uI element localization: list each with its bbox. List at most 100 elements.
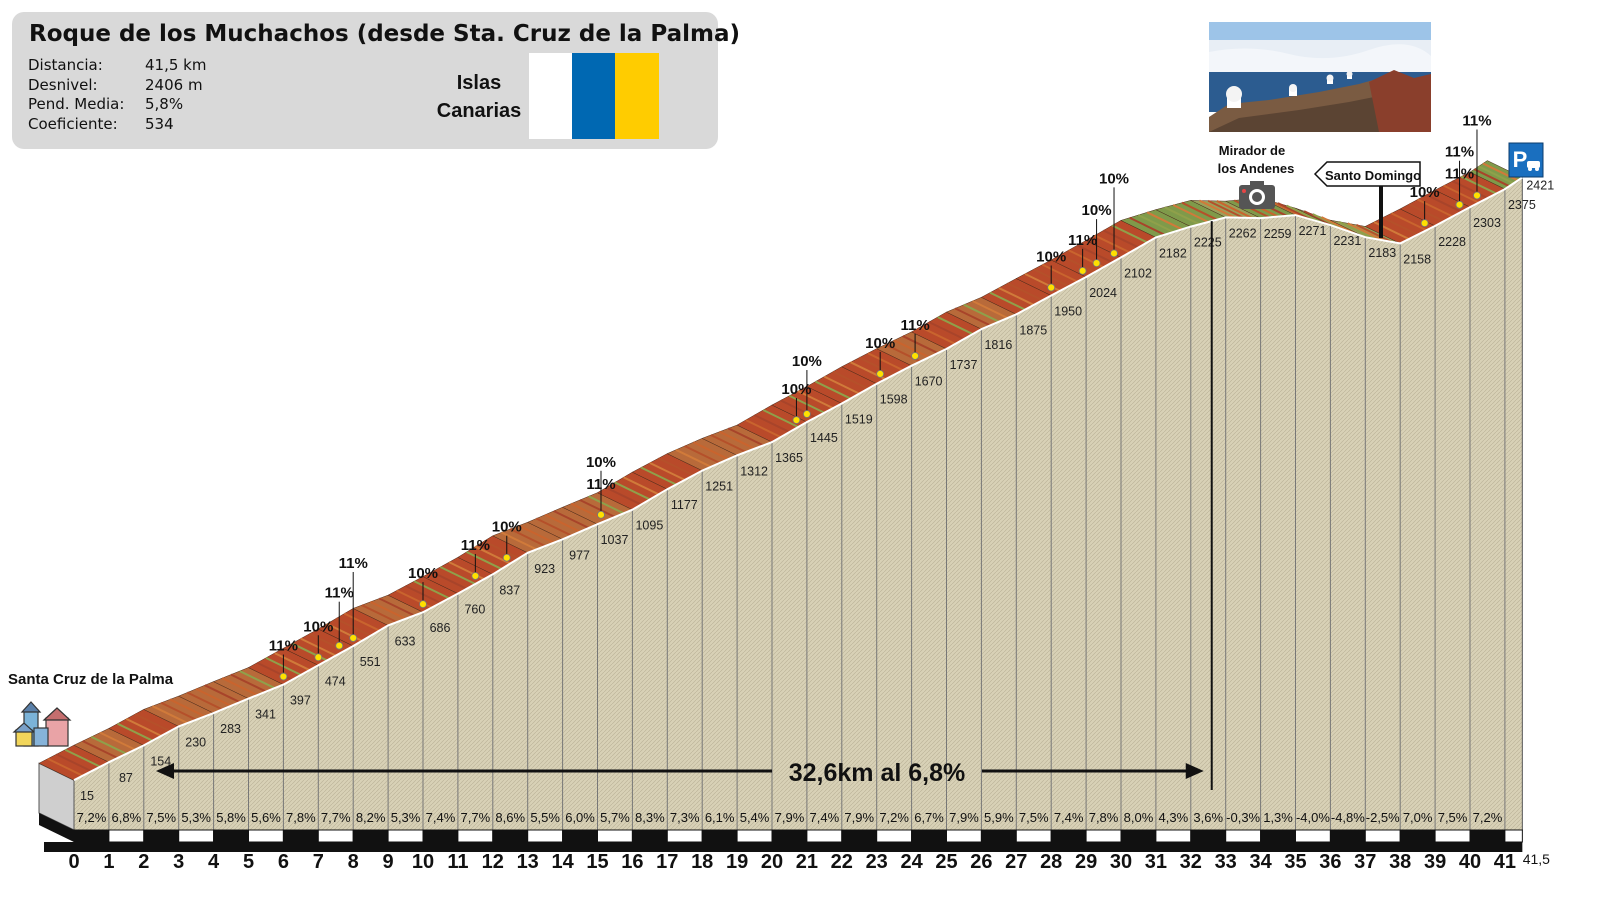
gradient-label: 5,3%: [391, 810, 421, 825]
steep-marker-dot: [1473, 191, 1481, 200]
altitude-label: 1312: [740, 464, 768, 478]
x-tick-label: 37: [1354, 851, 1376, 873]
viewpoint-label: los Andenes: [1218, 161, 1295, 176]
ramp-stripe: [518, 524, 555, 544]
km-bar-segment: [527, 829, 564, 843]
ramp-stripe: [378, 597, 415, 617]
ramp-stripe: [274, 652, 311, 671]
ramp-stripe: [1338, 220, 1375, 240]
stat-label: Distancia:: [28, 56, 103, 74]
gradient-label: -4,0%: [1296, 810, 1330, 825]
x-tick-label: 22: [831, 851, 853, 873]
altitude-label: 686: [430, 621, 451, 635]
gradient-label: 7,3%: [670, 810, 700, 825]
km-bar-segment: [631, 829, 668, 843]
profile-area: [73, 176, 1523, 831]
stat-value: 5,8%: [145, 95, 184, 113]
altitude-label: 230: [185, 735, 206, 749]
gradient-label: 7,7%: [321, 810, 351, 825]
gradient-label: 7,2%: [1473, 810, 1503, 825]
ramp-stripe: [937, 316, 974, 335]
bar-side: [39, 813, 74, 842]
x-tick-label: 18: [691, 851, 713, 873]
junction-sign: [1313, 161, 1421, 238]
km-bar-segment: [876, 829, 913, 843]
x-tick-label: 6: [278, 851, 289, 873]
km-bar-segment: [1225, 829, 1262, 843]
ramp-stripe: [1268, 199, 1305, 219]
km-bar-segment: [1120, 829, 1157, 843]
ramp-stripe: [710, 434, 747, 453]
altitude-label: 15: [80, 789, 94, 803]
ramp-stripe: [675, 448, 712, 468]
km-bar-segment: [841, 829, 878, 843]
km-bar-segment: [771, 829, 808, 843]
stat-label: Desnivel:: [28, 76, 98, 94]
observatory-photo: [1209, 22, 1431, 132]
steep-marker-dot: [349, 634, 358, 642]
steep-marker-label: 10%: [492, 519, 522, 536]
gradient-label: 7,8%: [286, 810, 316, 825]
ramp-stripe: [1286, 204, 1323, 224]
ramp-stripe: [1460, 175, 1497, 195]
x-tick-label: 21: [796, 851, 818, 873]
altitude-label: 633: [395, 634, 416, 648]
stat-value: 2406 m: [145, 76, 203, 94]
profile-edge: [73, 176, 1523, 782]
altitude-label: 87: [119, 771, 133, 785]
x-tick-label: 5: [243, 851, 254, 873]
gradient-label: 5,3%: [181, 810, 211, 825]
ramp-stripe: [195, 687, 232, 707]
gradient-label: 8,6%: [495, 810, 525, 825]
altitude-label: 837: [499, 583, 520, 597]
km-bar-segment: [1190, 829, 1227, 843]
ramp-stripe: [1482, 162, 1519, 182]
parking-icon: P: [1508, 142, 1544, 178]
ramp-stripe: [1041, 263, 1078, 283]
x-tick-label: 26: [970, 851, 992, 873]
altitude-label: 474: [325, 674, 346, 688]
ramp-stripe: [361, 604, 398, 624]
gradient-label: -0,3%: [1226, 810, 1260, 825]
start-town-label: Santa Cruz de la Palma: [8, 671, 174, 688]
ramp-stripe: [1059, 254, 1096, 274]
ramp-stripe: [745, 419, 782, 438]
gradient-label: 6,0%: [565, 810, 595, 825]
steep-marker-dot: [279, 672, 288, 681]
ramp-stripe: [99, 731, 136, 751]
steep-marker-dot: [597, 510, 605, 519]
km-bar-segment: [352, 829, 389, 843]
gradient-label: 5,4%: [740, 810, 770, 825]
steep-marker-label: 10%: [781, 381, 811, 398]
altitude-label: 2271: [1299, 224, 1327, 238]
altitude-label: 1670: [915, 375, 943, 389]
altitude-label: 154: [150, 754, 171, 768]
altitude-label: 283: [220, 722, 241, 736]
steep-marker-label: 10%: [865, 335, 895, 352]
ramp-stripe: [823, 375, 860, 395]
altitude-label: 1598: [880, 393, 908, 407]
ramp-stripe: [221, 677, 258, 696]
ramp-stripe: [1277, 202, 1314, 222]
x-tick-label: 19: [726, 851, 748, 873]
ramp-stripe: [439, 566, 476, 585]
gradient-label: 5,9%: [984, 810, 1014, 825]
altitude-label: 1095: [635, 519, 663, 533]
ramp-stripe: [1443, 184, 1480, 204]
x-tick-label: 23: [866, 851, 888, 873]
gradient-label: 5,5%: [530, 810, 560, 825]
ramp-stripe: [90, 735, 127, 755]
x-tick-label: 34: [1249, 851, 1272, 873]
x-tick-label: 41: [1494, 851, 1516, 873]
ramp-stripe: [998, 287, 1035, 306]
steep-marker-label: 11%: [1068, 232, 1097, 249]
houses-icon: [12, 701, 72, 747]
km-bar-segment: [980, 829, 1017, 843]
km-bar-segment: [1504, 829, 1523, 843]
steep-marker-dot: [1455, 200, 1464, 209]
x-tick-label: 28: [1040, 851, 1062, 873]
gradient-label: 1,3%: [1263, 810, 1293, 825]
gradient-label: 7,9%: [949, 810, 979, 825]
ramp-stripe: [64, 748, 101, 768]
